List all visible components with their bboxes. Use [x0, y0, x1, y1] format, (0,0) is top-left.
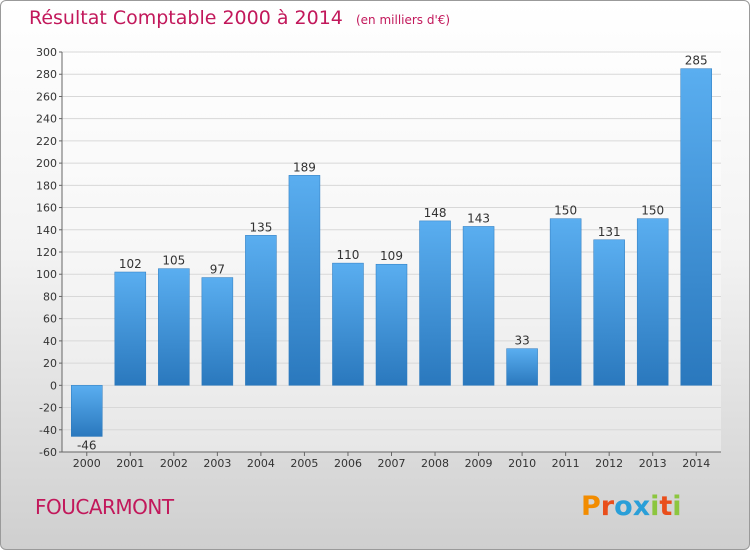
y-tick-label: 200 [36, 157, 57, 170]
x-tick-label: 2011 [552, 457, 580, 470]
x-tick-label: 2000 [73, 457, 101, 470]
y-tick-label: 240 [36, 113, 57, 126]
y-tick-label: 20 [43, 357, 57, 370]
y-tick-label: 140 [36, 224, 57, 237]
value-label: 33 [514, 334, 529, 348]
brand-letter: t [659, 491, 673, 522]
x-tick-label: 2012 [595, 457, 623, 470]
value-label: 109 [380, 249, 403, 263]
bar-2010 [506, 348, 538, 386]
brand-letter: r [600, 491, 615, 522]
brand-letter: i [672, 491, 682, 522]
x-tick-label: 2003 [203, 457, 231, 470]
bar-2001 [114, 271, 147, 386]
x-tick-label: 2005 [290, 457, 318, 470]
city-name: FOUCARMONT [35, 495, 174, 519]
y-tick-label: 40 [43, 335, 57, 348]
y-tick-label: 0 [50, 379, 57, 392]
value-label: 150 [641, 204, 664, 218]
y-tick-label: -40 [39, 424, 57, 437]
value-label: 143 [467, 211, 490, 225]
bar-2003 [201, 277, 234, 386]
bar-2002 [158, 268, 190, 386]
title-row: Résultat Comptable 2000 à 2014 (en milli… [29, 7, 450, 29]
chart-subtitle: (en milliers d'€) [355, 13, 451, 27]
brand-letter: o [614, 491, 633, 522]
y-tick-label: 280 [36, 68, 57, 81]
y-tick-label: -20 [39, 402, 57, 415]
bar-2008 [419, 220, 451, 386]
bar-2005 [288, 175, 321, 386]
bar-2007 [375, 263, 408, 386]
bar-2012 [593, 239, 625, 386]
y-tick-label: 180 [36, 179, 57, 192]
value-label: 105 [162, 254, 185, 268]
value-label: 285 [685, 54, 708, 68]
value-label: 150 [554, 204, 577, 218]
brand-logo: Proxiti [581, 491, 682, 522]
value-label: 110 [337, 248, 360, 262]
y-tick-label: 60 [43, 313, 57, 326]
x-tick-label: 2001 [116, 457, 144, 470]
bar-2009 [462, 226, 495, 386]
x-tick-label: 2004 [247, 457, 275, 470]
x-tick-label: 2013 [639, 457, 667, 470]
y-tick-label: 160 [36, 202, 57, 215]
y-tick-label: 220 [36, 135, 57, 148]
bar-2011 [549, 218, 582, 386]
x-tick-label: 2008 [421, 457, 449, 470]
y-tick-label: 120 [36, 246, 57, 259]
brand-letter: x [632, 491, 651, 522]
value-label: -46 [77, 438, 97, 452]
y-tick-label: 100 [36, 268, 57, 281]
bar-2004 [245, 235, 277, 386]
value-label: 102 [119, 257, 142, 271]
brand-letter: i [650, 491, 660, 522]
chart-title: Résultat Comptable 2000 à 2014 [29, 7, 343, 29]
value-label: 97 [210, 263, 225, 277]
y-tick-label: 300 [36, 46, 57, 59]
x-tick-label: 2010 [508, 457, 536, 470]
x-tick-label: 2006 [334, 457, 362, 470]
bar-2006 [332, 262, 364, 386]
bar-2000 [71, 385, 103, 437]
value-label: 189 [293, 160, 316, 174]
x-tick-label: 2014 [682, 457, 710, 470]
x-tick-label: 2007 [378, 457, 406, 470]
value-label: 131 [598, 225, 621, 239]
x-tick-label: 2002 [160, 457, 188, 470]
value-label: 148 [424, 206, 447, 220]
value-label: 135 [249, 220, 272, 234]
y-tick-label: 80 [43, 290, 57, 303]
brand-letter: P [581, 491, 601, 522]
bar-2014 [680, 68, 712, 386]
y-tick-label: -60 [39, 446, 57, 459]
y-tick-label: 260 [36, 90, 57, 103]
x-tick-label: 2009 [465, 457, 493, 470]
bar-2013 [636, 218, 669, 386]
